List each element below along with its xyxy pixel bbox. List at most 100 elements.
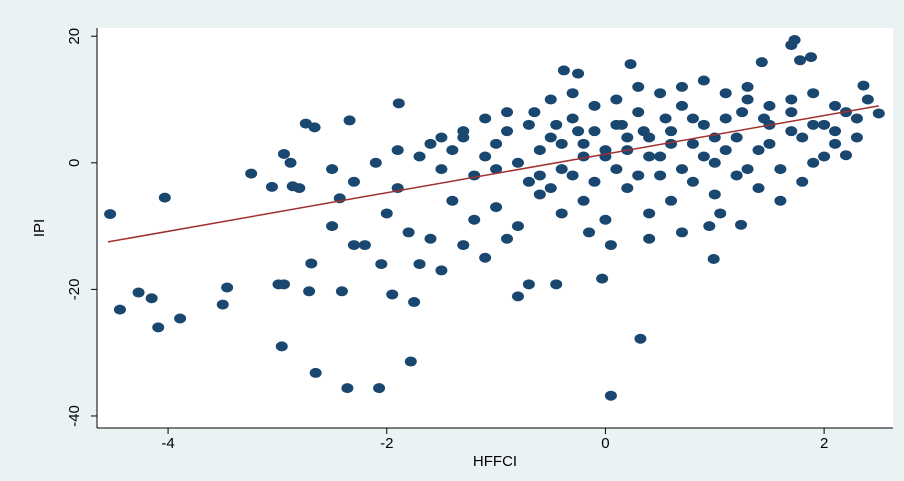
scatter-point: [665, 126, 678, 137]
scatter-point: [424, 138, 437, 149]
scatter-point: [511, 291, 524, 302]
scatter-point: [697, 75, 710, 86]
scatter-point: [435, 164, 448, 175]
scatter-point: [829, 126, 842, 137]
scatter-point: [588, 126, 601, 137]
scatter-point: [555, 208, 568, 219]
scatter-point: [818, 119, 831, 130]
scatter-point: [386, 289, 399, 300]
scatter-point: [216, 299, 229, 310]
scatter-point: [757, 113, 770, 124]
scatter-point: [479, 151, 492, 162]
scatter-point: [675, 227, 688, 238]
scatter-point: [632, 170, 645, 181]
scatter-point: [788, 35, 801, 46]
scatter-point: [588, 176, 601, 187]
scatter-point: [341, 383, 354, 394]
scatter-point: [752, 183, 765, 194]
scatter-point: [490, 138, 503, 149]
scatter-point: [413, 151, 426, 162]
scatter-point: [741, 164, 754, 175]
x-tick-label: -2: [380, 435, 393, 452]
scatter-point: [572, 126, 585, 137]
scatter-point: [596, 273, 609, 284]
x-tick-label: 2: [820, 435, 828, 452]
scatter-point: [643, 151, 656, 162]
scatter-point: [872, 108, 885, 119]
scatter-point: [659, 113, 672, 124]
scatter-point: [583, 227, 596, 238]
scatter-point: [435, 265, 448, 276]
scatter-point: [347, 176, 360, 187]
scatter-point: [557, 65, 570, 76]
scatter-point: [850, 132, 863, 143]
scatter-point: [293, 183, 306, 194]
scatter-point: [741, 81, 754, 92]
scatter-point: [479, 113, 492, 124]
scatter-point: [555, 138, 568, 149]
scatter-point: [763, 100, 776, 111]
scatter-point: [392, 98, 405, 109]
scatter-point: [804, 52, 817, 63]
scatter-point: [736, 107, 749, 118]
scatter-point: [284, 157, 297, 168]
y-tick-label: -20: [66, 279, 83, 301]
scatter-point: [796, 176, 809, 187]
scatter-point: [719, 113, 732, 124]
scatter-point: [774, 195, 787, 206]
y-tick-label: 20: [66, 28, 83, 45]
scatter-point: [610, 94, 623, 105]
scatter-point: [413, 259, 426, 270]
scatter-point: [643, 233, 656, 244]
scatter-point: [621, 183, 634, 194]
scatter-point: [686, 176, 699, 187]
scatter-point: [604, 390, 617, 401]
scatter-point: [577, 138, 590, 149]
scatter-point: [522, 279, 535, 290]
scatter-point: [703, 221, 716, 232]
scatter-point: [785, 94, 798, 105]
scatter-point: [632, 107, 645, 118]
scatter-point: [308, 122, 321, 133]
scatter-point: [533, 189, 546, 200]
scatter-point: [794, 55, 807, 66]
scatter-point: [468, 170, 481, 181]
scatter-point: [335, 286, 348, 297]
scatter-point: [599, 214, 612, 225]
scatter-point: [550, 119, 563, 130]
scatter-point: [719, 88, 732, 99]
scatter-point: [326, 221, 339, 232]
scatter-point: [145, 293, 158, 304]
scatter-point: [599, 145, 612, 156]
scatter-point: [375, 259, 388, 270]
scatter-point: [380, 208, 393, 219]
scatter-point: [807, 119, 820, 130]
scatter-point: [424, 233, 437, 244]
scatter-point: [643, 208, 656, 219]
scatter-point: [544, 94, 557, 105]
scatter-point: [501, 107, 514, 118]
scatter-point: [343, 115, 356, 126]
scatter-point: [158, 192, 171, 203]
scatter-point: [818, 151, 831, 162]
x-axis-title: HFFCI: [473, 453, 517, 470]
scatter-point: [490, 164, 503, 175]
y-tick-label: -40: [66, 405, 83, 427]
scatter-point: [446, 195, 459, 206]
scatter-point: [566, 113, 579, 124]
scatter-point: [697, 119, 710, 130]
scatter-point: [566, 170, 579, 181]
scatter-point: [752, 145, 765, 156]
scatter-point: [577, 195, 590, 206]
scatter-point: [675, 81, 688, 92]
scatter-point: [511, 157, 524, 168]
scatter-point: [675, 100, 688, 111]
scatter-point: [305, 258, 318, 269]
scatter-point: [501, 126, 514, 137]
scatter-point: [104, 209, 117, 220]
scatter-point: [468, 214, 481, 225]
scatter-point: [373, 383, 386, 394]
scatter-point: [686, 138, 699, 149]
scatter-point: [708, 157, 721, 168]
scatter-point: [501, 233, 514, 244]
